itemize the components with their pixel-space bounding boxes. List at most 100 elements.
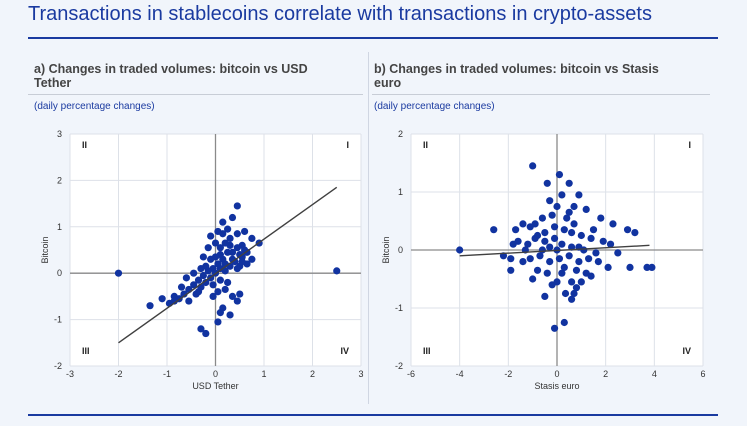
data-point <box>550 234 559 242</box>
quadrant-label-IV: IV <box>682 346 691 356</box>
data-point <box>546 258 554 266</box>
data-point <box>614 249 622 257</box>
data-point <box>577 278 585 286</box>
data-point <box>231 258 239 266</box>
x-tick-label: -1 <box>163 369 171 379</box>
quadrant-label-III: III <box>82 346 90 356</box>
data-point <box>555 171 564 179</box>
data-point <box>546 243 554 251</box>
data-point <box>587 234 595 242</box>
fit-line <box>118 186 338 344</box>
data-point <box>512 226 520 234</box>
x-tick-label: -3 <box>66 369 74 379</box>
data-point <box>202 278 210 287</box>
data-point <box>519 220 527 228</box>
data-point <box>565 208 573 216</box>
data-point <box>568 295 576 303</box>
data-point <box>180 290 188 298</box>
panel-a-subtitle: (daily percentage changes) <box>34 101 155 112</box>
data-point <box>233 202 241 210</box>
y-tick-label: 1 <box>398 187 403 197</box>
data-point <box>190 281 198 289</box>
data-point <box>199 253 207 261</box>
data-point <box>224 225 232 233</box>
panel-a-title: a) Changes in traded volumes: bitcoin vs… <box>34 62 308 90</box>
x-axis-label: USD Tether <box>192 381 238 391</box>
data-point <box>221 285 229 294</box>
data-point <box>507 266 515 274</box>
data-point <box>194 288 203 296</box>
data-point <box>490 226 498 234</box>
x-tick-label: -2 <box>504 369 512 379</box>
y-tick-label: 2 <box>57 175 62 185</box>
data-point <box>236 251 244 259</box>
data-point <box>550 223 559 231</box>
data-point <box>568 278 576 286</box>
data-point <box>597 214 605 222</box>
data-point <box>572 284 581 292</box>
data-point <box>146 302 154 310</box>
x-tick-label: 3 <box>358 369 363 379</box>
data-point <box>541 292 549 300</box>
data-point <box>560 318 568 327</box>
data-point <box>570 220 578 228</box>
x-tick-label: 0 <box>213 369 218 379</box>
data-point <box>209 281 217 289</box>
data-point <box>182 274 190 282</box>
data-point <box>233 244 241 252</box>
y-axis-label: Bitcoin <box>381 236 391 263</box>
data-point <box>623 226 632 234</box>
panel-b-subtitle: (daily percentage changes) <box>374 101 495 112</box>
data-point <box>199 271 207 280</box>
x-axis-label: Stasis euro <box>534 381 579 391</box>
data-point <box>631 229 639 237</box>
data-point <box>582 205 590 213</box>
data-point <box>563 214 571 222</box>
data-point <box>541 237 549 245</box>
quadrant-label-II: II <box>82 140 87 150</box>
x-tick-label: 2 <box>603 369 608 379</box>
data-point <box>533 231 542 240</box>
data-point <box>533 266 542 274</box>
x-tick-label: 0 <box>554 369 559 379</box>
data-point <box>197 325 205 333</box>
data-point <box>538 214 547 222</box>
x-tick-label: -6 <box>407 369 415 379</box>
y-tick-label: 2 <box>398 129 403 139</box>
data-point <box>214 288 222 296</box>
data-point <box>238 258 246 266</box>
data-point <box>585 255 593 263</box>
data-point <box>216 309 224 317</box>
data-point <box>538 246 547 254</box>
data-point <box>555 255 564 263</box>
x-tick-label: 1 <box>261 369 266 379</box>
data-point <box>560 263 568 271</box>
data-point <box>577 231 585 240</box>
quadrant-label-I: I <box>346 140 349 150</box>
data-point <box>580 246 588 254</box>
data-point <box>514 237 522 245</box>
data-point <box>604 263 612 271</box>
data-point <box>626 263 634 271</box>
x-tick-label: 4 <box>652 369 657 379</box>
data-point <box>221 239 229 247</box>
data-point <box>558 191 566 199</box>
data-point <box>214 318 222 326</box>
data-point <box>228 292 237 300</box>
quadrant-label-I: I <box>688 140 691 150</box>
data-point <box>575 258 583 266</box>
fit-line <box>459 244 650 257</box>
data-point <box>219 218 227 226</box>
data-point <box>531 220 539 228</box>
data-point <box>185 297 193 305</box>
data-point <box>561 289 570 298</box>
y-tick-label: 1 <box>57 222 62 232</box>
data-point <box>570 289 578 298</box>
y-tick-label: 0 <box>398 245 403 255</box>
data-point <box>524 240 532 248</box>
data-point <box>177 283 186 291</box>
panel-a-underline <box>28 94 363 95</box>
data-point <box>221 267 229 275</box>
